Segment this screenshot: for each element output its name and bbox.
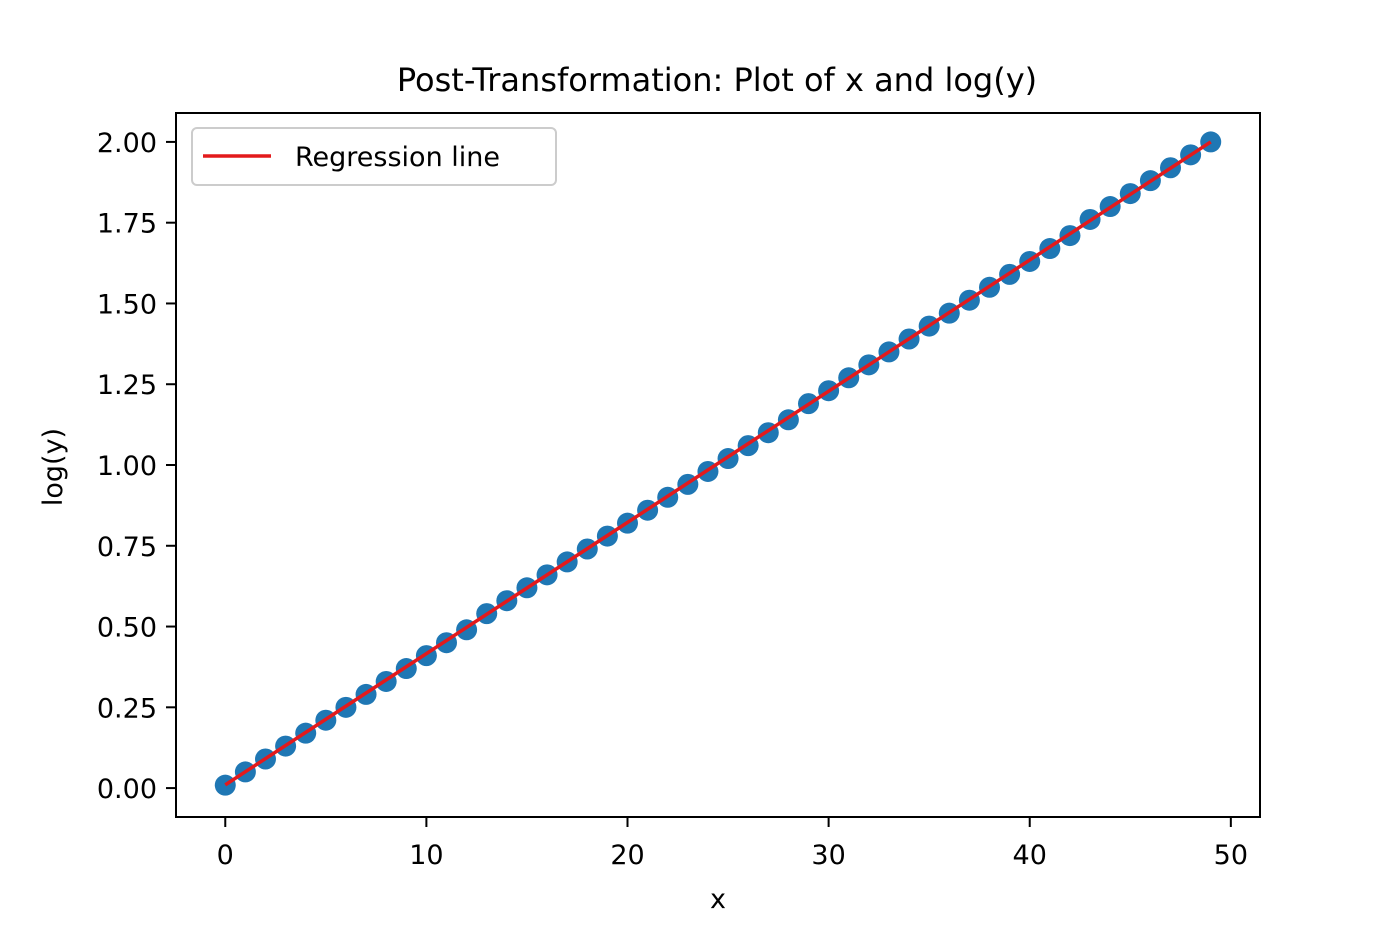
y-tick-label: 0.00 xyxy=(97,774,157,805)
y-tick-label: 1.25 xyxy=(97,370,157,401)
y-tick-label: 0.50 xyxy=(97,613,157,644)
scatter-point xyxy=(214,774,236,796)
regression-line xyxy=(224,140,1212,787)
x-tick-label: 20 xyxy=(610,840,644,871)
x-axis: 0 10 20 30 40 50 xyxy=(217,817,1248,871)
y-tick-label: 2.00 xyxy=(97,128,157,159)
y-tick-label: 1.75 xyxy=(97,209,157,240)
legend-label: Regression line xyxy=(295,142,500,173)
y-tick-label: 0.25 xyxy=(97,693,157,724)
chart-marks xyxy=(214,131,1222,796)
y-tick-label: 1.00 xyxy=(97,451,157,482)
legend: Regression line xyxy=(191,127,557,186)
y-axis-label: log(y) xyxy=(38,428,69,506)
chart-title: Post-Transformation: Plot of x and log(y… xyxy=(397,61,1037,99)
y-axis: 0.00 0.25 0.50 0.75 1.00 1.25 1.50 1.75 2.00 xyxy=(97,128,176,805)
y-tick-label: 1.50 xyxy=(97,289,157,320)
legend-frame xyxy=(191,127,557,186)
x-axis-label: x xyxy=(710,884,726,915)
x-tick-label: 40 xyxy=(1013,840,1047,871)
x-tick-label: 0 xyxy=(217,840,234,871)
x-tick-label: 50 xyxy=(1214,840,1248,871)
x-tick-label: 10 xyxy=(409,840,443,871)
y-tick-label: 0.75 xyxy=(97,532,157,563)
x-tick-label: 30 xyxy=(811,840,845,871)
